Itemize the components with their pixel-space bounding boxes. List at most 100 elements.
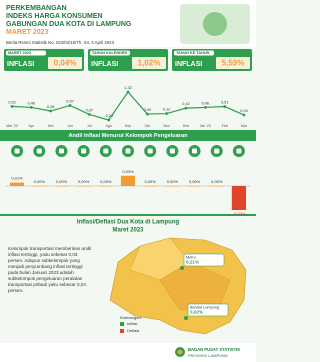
value-label: -0,24 <box>104 114 113 118</box>
map-text: Kelompok transportasi memberikan andil i… <box>8 246 92 293</box>
x-tick-label: Agu <box>105 124 111 128</box>
value-label: 0,01% <box>11 176 23 181</box>
category-icon-glyph <box>103 148 109 154</box>
highlight-period: TAHUN KALENDER <box>92 51 127 55</box>
legend-swatch <box>120 322 124 326</box>
value-label: 0,42 <box>182 102 189 106</box>
value-box <box>132 57 166 69</box>
point <box>10 104 14 108</box>
legend-swatch <box>120 329 124 333</box>
period-pill <box>90 50 130 56</box>
point <box>165 112 169 115</box>
period-pill <box>174 50 214 56</box>
city-marker <box>184 316 188 320</box>
category-icon-glyph <box>36 148 42 154</box>
bar <box>9 182 25 186</box>
value-label: 0,00% <box>34 179 46 184</box>
x-tick-label: Mar <box>241 124 248 128</box>
highlight-label: INFLASI <box>7 61 34 68</box>
value-label: 0,00% <box>145 179 157 184</box>
city-marker <box>180 266 184 270</box>
section-band <box>0 130 256 141</box>
bar <box>120 175 136 186</box>
footer-bg <box>0 343 256 362</box>
highlight-value: 5,59% <box>222 59 245 68</box>
value-label: 0,00% <box>167 179 179 184</box>
x-tick-label: Apr <box>29 124 35 128</box>
x-tick-label: Nov <box>163 124 170 128</box>
category-icon-glyph <box>169 148 175 154</box>
x-tick-label: Mei <box>48 124 54 128</box>
value-label: 0,46 <box>28 101 35 105</box>
legend-title: Keterangan: <box>120 315 142 320</box>
point <box>242 113 246 117</box>
value-label: 1,32 <box>124 86 131 90</box>
value-label: 0,07 <box>86 108 93 112</box>
category-icon-glyph <box>192 148 198 154</box>
footer-org: BADAN PUSAT STATISTIK <box>188 347 240 352</box>
point <box>107 118 111 122</box>
category-icon-glyph <box>236 148 242 154</box>
category-icon-glyph <box>125 148 131 154</box>
value-label: 0,52 <box>8 100 15 104</box>
value-label: 0,12 <box>163 108 170 112</box>
point <box>87 113 91 116</box>
category-icon-glyph <box>14 148 20 154</box>
point <box>223 105 227 108</box>
x-tick-label: Jul <box>87 124 92 128</box>
category-icon-glyph <box>147 148 153 154</box>
title-line: MARET 2023 <box>6 29 49 36</box>
title-line: PERKEMBANGAN <box>6 5 67 12</box>
highlight-period: TAHUN KE TAHUN <box>176 51 210 55</box>
legend-label: Inflasi <box>127 321 138 326</box>
title-line: GABUNGAN DUA KOTA DI LAMPUNG <box>6 21 132 28</box>
point <box>184 106 188 110</box>
city-name: Metro <box>186 256 196 260</box>
legend-label: Deflasi <box>127 328 139 333</box>
value-label: 0,00% <box>189 179 201 184</box>
footer-region: PROVINSI LAMPUNG <box>188 353 228 358</box>
map-title: Inflasi/Deflasi Dua Kota di Lampung <box>77 220 180 226</box>
value-label: 0,09 <box>144 108 151 112</box>
value-label: 0,00% <box>78 179 90 184</box>
point <box>68 104 72 107</box>
map-subtitle: Maret 2023 <box>112 228 144 234</box>
value-box <box>48 57 82 69</box>
title-line: INDEKS HARGA KONSUMEN <box>6 13 103 20</box>
highlight-period: MARET 2023 <box>8 51 31 55</box>
value-label: 0,00% <box>56 179 68 184</box>
highlight-label: INFLASI <box>175 61 202 68</box>
page: PERKEMBANGAN INDEKS HARGA KONSUMEN GABUNGA… <box>0 0 256 362</box>
value-label: 0,46 <box>202 101 209 105</box>
value-label: 0,03% <box>122 169 134 174</box>
value-label: -0,07% <box>233 211 246 216</box>
value-label: 0,04 <box>240 109 247 113</box>
city-label-box <box>187 303 229 317</box>
city-label-box <box>183 253 225 267</box>
value-label: 0,00% <box>100 179 112 184</box>
point <box>203 106 207 109</box>
value-label: 0,51 <box>221 101 228 105</box>
release: Berita Resmi Statistik No. 023/04/18/Th.… <box>6 40 115 45</box>
x-tick-label: Jun <box>67 124 73 128</box>
highlight-value: 1,02% <box>138 59 161 68</box>
period-pill <box>6 50 46 56</box>
logo <box>177 349 183 355</box>
value-label: 0,26 <box>47 105 54 109</box>
chart-title: Andil Inflasi Menurut Kelompok Pengeluar… <box>68 133 188 139</box>
value-label: 0,00% <box>211 179 223 184</box>
point <box>49 109 53 113</box>
point <box>145 112 149 116</box>
value-label: 0,57 <box>66 99 73 103</box>
point <box>126 90 130 94</box>
x-tick-label: Jan '23 <box>200 124 211 128</box>
category-icon-glyph <box>214 148 220 154</box>
x-tick-label: Des <box>183 124 190 128</box>
value-box <box>216 57 250 69</box>
x-tick-label: Mar '22 <box>6 124 18 128</box>
x-tick-label: Sep <box>125 124 131 128</box>
city-value: 0,21% <box>186 260 199 265</box>
city-value: 0,02% <box>190 310 203 315</box>
city-name: Bandar Lampung <box>190 306 219 310</box>
